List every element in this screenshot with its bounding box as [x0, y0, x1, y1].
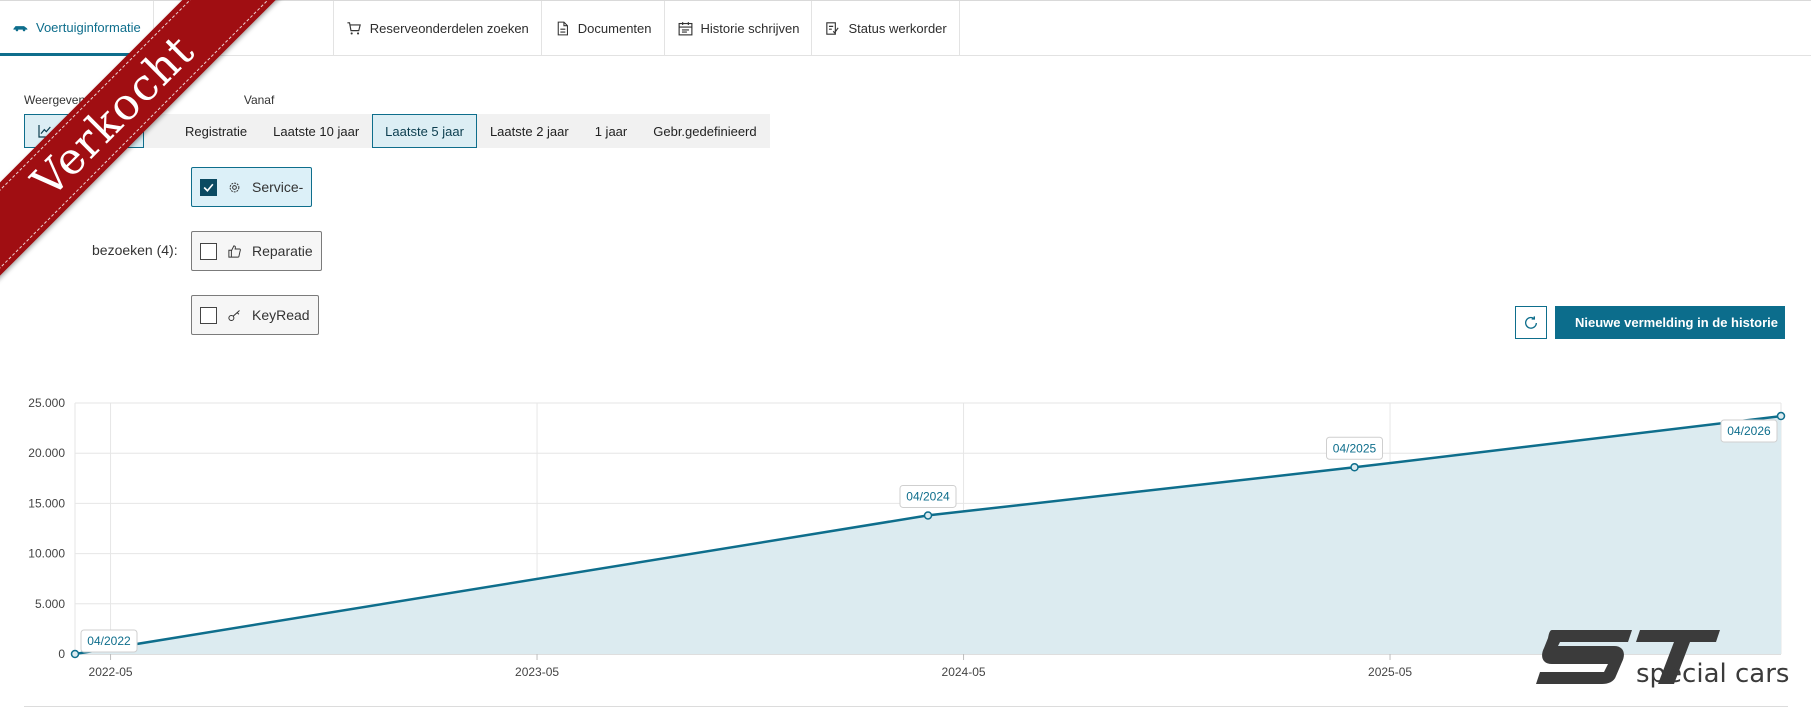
key-icon — [228, 309, 240, 321]
y-tick-label: 10.000 — [28, 547, 65, 561]
y-tick-label: 15.000 — [28, 496, 65, 510]
y-tick-label: 5.000 — [35, 597, 65, 611]
refresh-button[interactable] — [1515, 306, 1547, 339]
tab-label: Documenten — [577, 21, 652, 36]
data-point-label: 04/2025 — [1326, 436, 1383, 460]
x-tick-label: 2023-05 — [515, 665, 559, 679]
new-history-entry-button[interactable]: Nieuwe vermelding in de historie — [1555, 306, 1785, 339]
filter-label: Laatste 2 jaar — [489, 123, 569, 139]
data-point-label: 04/2026 — [1720, 419, 1778, 443]
tab-spare-parts[interactable]: Reserveonderdelen zoeken — [334, 1, 542, 56]
refresh-icon — [1525, 315, 1537, 329]
label-box — [899, 484, 957, 508]
chart-series-line — [74, 414, 1782, 656]
checklist-icon — [826, 22, 840, 35]
visit-repair-checkbox[interactable]: Reparatie — [191, 231, 322, 271]
special-cars-logo: special cars — [1536, 630, 1789, 689]
tab-write-history[interactable]: Historie schrijven — [665, 1, 813, 56]
tab-vehicle-information[interactable]: Voertuiginformatie — [0, 1, 154, 56]
x-tick-label: 2024-05 — [942, 665, 986, 679]
chip-label: Reparatie — [252, 243, 313, 259]
x-tick-label: 2022-05 — [89, 665, 133, 679]
visit-service-checkbox[interactable]: Service- — [191, 167, 313, 207]
label-text: 04/2022 — [87, 634, 131, 648]
data-point — [923, 511, 933, 520]
top-tab-bar: Voertuiginformatie Reserveonderdelen zoe… — [0, 0, 1811, 56]
data-point — [1776, 411, 1786, 421]
filter-1-year[interactable]: 1 jaar — [582, 114, 641, 148]
filter-last-10-years[interactable]: Laatste 10 jaar — [260, 114, 372, 148]
cart-icon — [347, 22, 361, 35]
filter-registration[interactable]: Registratie — [144, 114, 260, 148]
tab-documents[interactable]: Documenten — [542, 1, 665, 56]
y-tick-label: 0 — [58, 647, 65, 661]
checkbox-box[interactable] — [200, 306, 217, 324]
tab-work-order-status[interactable]: Status werkorder — [812, 1, 960, 56]
checkbox-box[interactable] — [200, 242, 217, 260]
thumbs-up-icon — [228, 244, 241, 258]
visit-keyread-checkbox[interactable]: KeyRead — [191, 295, 319, 335]
calendar-icon — [678, 22, 692, 36]
chart-ticks: 0 5.000 10.000 15.000 20.000 25.000 2022-05 202… — [28, 396, 1412, 679]
y-tick-label: 20.000 — [28, 446, 65, 460]
filter-label: 1 jaar — [594, 123, 628, 139]
label-text: 04/2025 — [1333, 441, 1377, 455]
car-icon — [13, 25, 28, 31]
filter-last-5-years[interactable]: Laatste 5 jaar — [372, 114, 477, 148]
filter-label: Registratie — [185, 123, 248, 139]
check-icon — [203, 183, 214, 192]
label-box — [1720, 419, 1778, 443]
gear-icon — [229, 182, 240, 192]
data-point — [1350, 463, 1359, 472]
y-tick-label: 25.000 — [28, 396, 65, 410]
filter-label: Gebr.gedefinieerd — [653, 123, 757, 139]
document-icon — [557, 21, 568, 36]
checkbox-box[interactable] — [200, 178, 217, 196]
section-divider — [24, 706, 1788, 707]
filter-label: Laatste 10 jaar — [273, 123, 360, 139]
chart-points: 04/2022 04/2024 04/2025 04/2026 — [70, 411, 1786, 659]
logo-text: special cars — [1636, 659, 1789, 689]
tab-label: Historie schrijven — [700, 21, 800, 36]
mileage-chart: 0 5.000 10.000 15.000 20.000 25.000 2022-05 202… — [28, 396, 1786, 679]
visits-label: bezoeken (4): — [92, 242, 178, 258]
label-text: 04/2026 — [1727, 424, 1771, 438]
tab-label: Status werkorder — [848, 21, 947, 36]
label-box — [1326, 436, 1383, 460]
filter-last-2-years[interactable]: Laatste 2 jaar — [477, 114, 582, 148]
x-tick-label: 2025-05 — [1368, 665, 1412, 679]
tab-label: Voertuiginformatie — [36, 19, 141, 35]
chart-area-fill — [75, 416, 1781, 654]
filter-label: Laatste 5 jaar — [385, 123, 464, 139]
data-point-label: 04/2022 — [80, 629, 138, 653]
tab-label: Reserveonderdelen zoeken — [369, 21, 529, 36]
filter-custom[interactable]: Gebr.gedefinieerd — [640, 114, 769, 148]
label-box — [80, 629, 138, 653]
from-text: Vanaf — [243, 93, 275, 107]
chip-label: KeyRead — [252, 307, 310, 323]
new-entry-label: Nieuwe vermelding in de historie — [1575, 315, 1778, 330]
chip-label: Service- — [252, 179, 304, 195]
label-text: 04/2024 — [906, 489, 950, 503]
data-point — [70, 649, 80, 659]
data-point-label: 04/2024 — [899, 484, 957, 508]
